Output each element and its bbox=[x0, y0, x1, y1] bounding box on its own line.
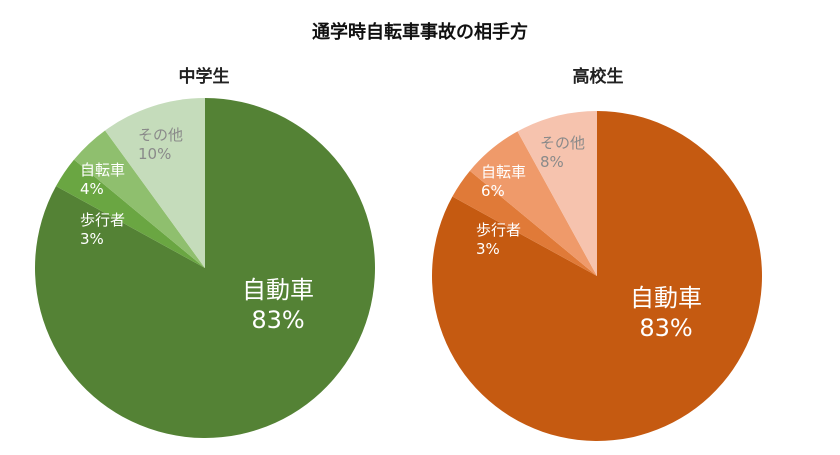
pie0-slice-pedestrian bbox=[56, 159, 205, 268]
pie1-value-pedestrian: 3% bbox=[476, 240, 500, 258]
pie1-slice-bicycle bbox=[469, 131, 597, 276]
pie1-value-car: 83% bbox=[639, 314, 692, 342]
pie0-label-bicycle: 自転車 bbox=[80, 161, 125, 179]
pie1-value-other: 8% bbox=[540, 153, 564, 171]
pie0-slice-car bbox=[34, 98, 376, 438]
pie0-slice-other bbox=[105, 98, 205, 268]
pie0-value-pedestrian: 3% bbox=[80, 230, 104, 248]
pie1-value-bicycle: 6% bbox=[481, 182, 505, 200]
pie0-slice-bicycle bbox=[74, 130, 205, 268]
chart-title: 通学時自転車事故の相手方 bbox=[312, 22, 528, 43]
pie1-label-other: その他 bbox=[540, 134, 585, 152]
pie1-label-bicycle: 自転車 bbox=[481, 163, 526, 181]
pie0-label-car: 自動車 bbox=[242, 276, 314, 304]
pie0-value-car: 83% bbox=[251, 306, 304, 334]
pie1-slice-other bbox=[517, 110, 597, 276]
pie0-label-pedestrian: 歩行者 bbox=[80, 211, 125, 229]
pie0-value-bicycle: 4% bbox=[80, 180, 104, 198]
pie0-value-other: 10% bbox=[138, 145, 171, 163]
pie0-label-other: その他 bbox=[138, 126, 183, 144]
pie1-slice-pedestrian bbox=[452, 170, 597, 276]
pie1-label-pedestrian: 歩行者 bbox=[476, 221, 521, 239]
pie-title-high-school: 高校生 bbox=[572, 67, 624, 87]
pie1-label-car: 自動車 bbox=[630, 284, 702, 312]
pie-title-junior-high: 中学生 bbox=[178, 67, 230, 87]
